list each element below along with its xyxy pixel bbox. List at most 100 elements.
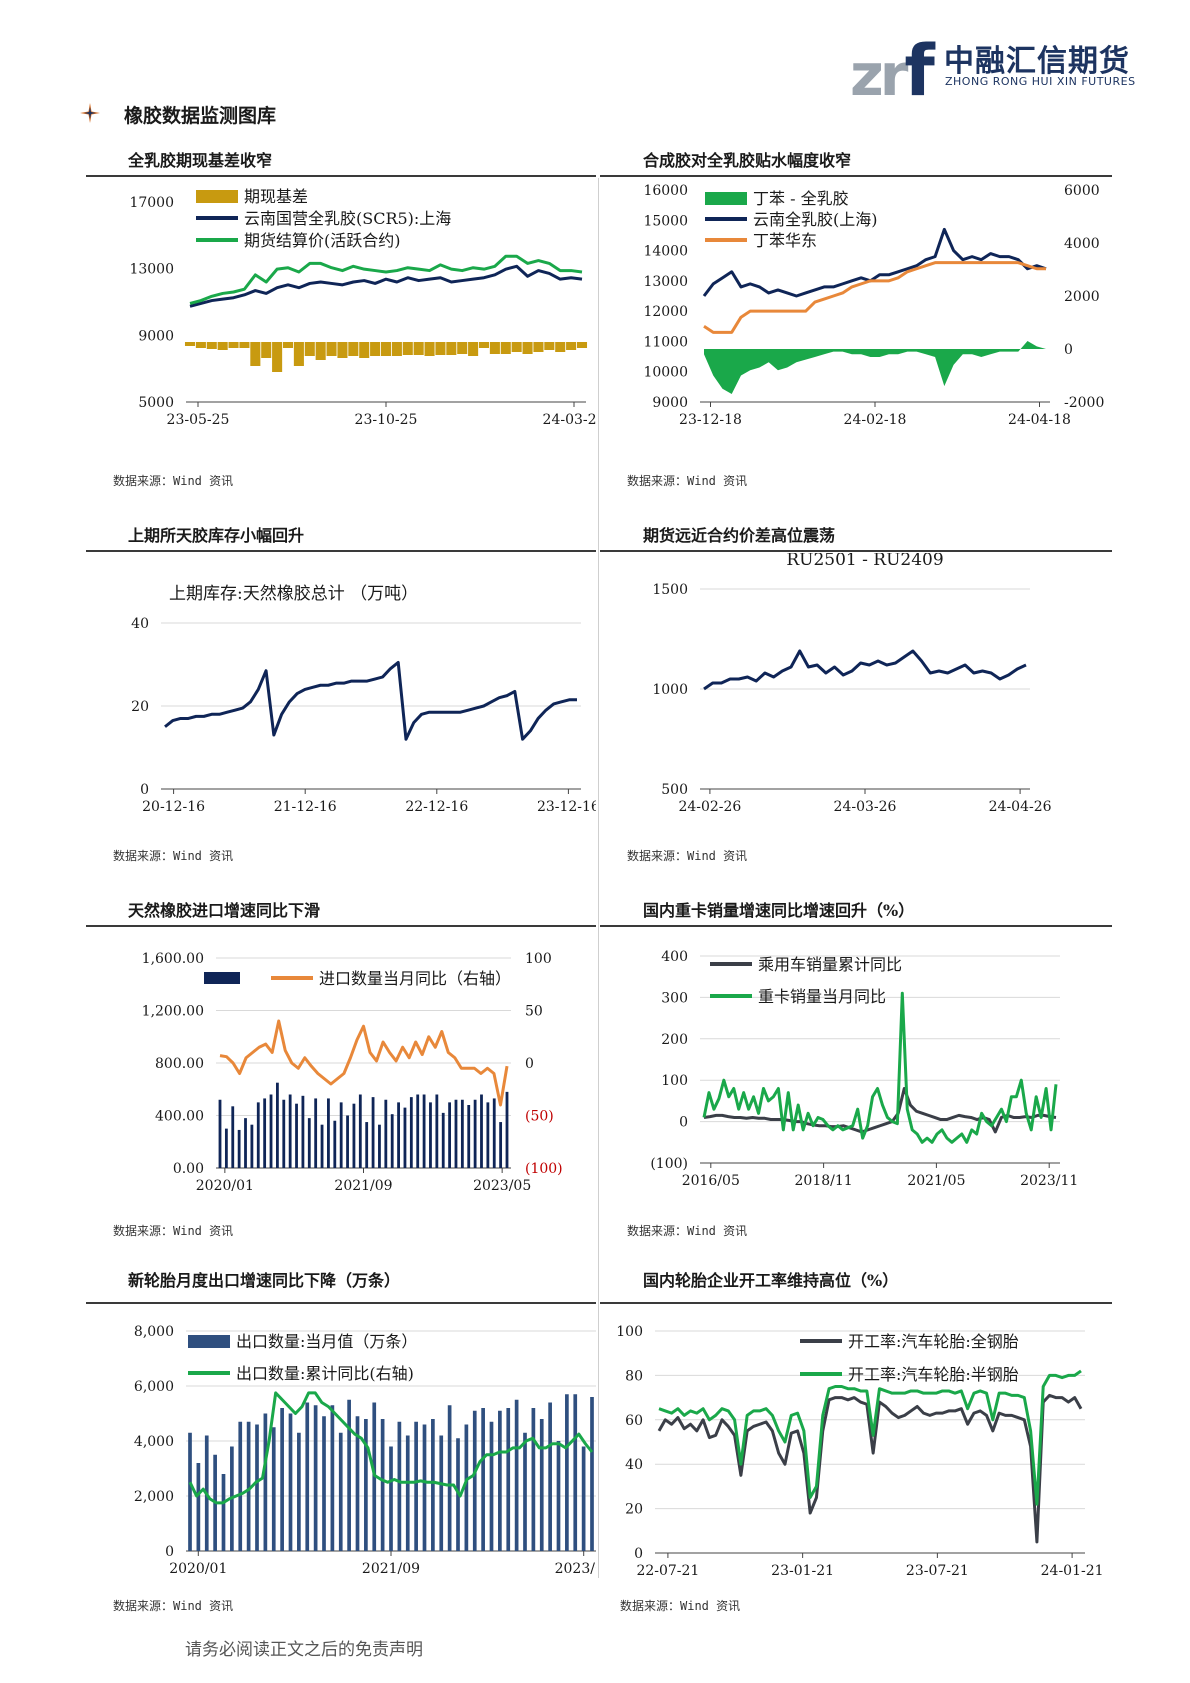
area-series bbox=[704, 341, 1046, 395]
bar bbox=[522, 342, 533, 354]
y-tick-label: 800.00 bbox=[155, 1056, 204, 1072]
bar bbox=[196, 1463, 201, 1551]
bar bbox=[439, 1435, 444, 1551]
y-tick-label: 1,600.00 bbox=[142, 951, 204, 967]
logo-mark: zrf bbox=[850, 30, 935, 112]
x-tick-label: 2021/09 bbox=[362, 1561, 420, 1575]
bar bbox=[315, 342, 326, 360]
chart-title: 国内重卡销量增速同比增速回升（%） bbox=[643, 901, 915, 920]
bar bbox=[288, 1413, 293, 1551]
legend-label: 期货结算价(活跃合约) bbox=[244, 231, 401, 250]
y-tick-label: 13000 bbox=[129, 262, 174, 278]
legend-label: 云南全乳胶(上海) bbox=[753, 210, 878, 229]
bar bbox=[359, 342, 370, 358]
bar bbox=[448, 1102, 452, 1168]
y-tick-label: 14000 bbox=[643, 244, 688, 260]
bar bbox=[320, 1124, 324, 1168]
chart-svg: 16000 15000 14000 13000 12000 11000 10000 9000 6… bbox=[643, 183, 1104, 428]
y2-tick-label: (100) bbox=[525, 1161, 563, 1177]
line-series bbox=[702, 227, 1047, 298]
y-tick-label: 8,000 bbox=[134, 1324, 174, 1340]
y-tick-label: 400.00 bbox=[155, 1109, 204, 1125]
bar bbox=[272, 342, 283, 372]
bar bbox=[195, 342, 206, 348]
chart-svg: 100 80 60 40 20 022-07-21 23-01-21 23-07-21 24-0… bbox=[616, 1324, 1104, 1575]
y-tick-label: 60 bbox=[625, 1413, 643, 1429]
bar bbox=[500, 342, 511, 354]
bar bbox=[282, 342, 294, 348]
bar bbox=[352, 1103, 356, 1168]
legend-label: 开工率:汽车轮胎:全钢胎 bbox=[848, 1332, 1019, 1351]
legend-label: 进口数量当月同比（右轴） bbox=[319, 969, 511, 988]
chart-title-rule bbox=[86, 175, 596, 177]
chart-title-rule bbox=[86, 550, 596, 552]
bar bbox=[464, 1424, 469, 1551]
x-tick-label: 2023/11 bbox=[1020, 1173, 1078, 1189]
bar bbox=[256, 1102, 260, 1168]
bar bbox=[431, 1419, 435, 1551]
y2-tick-label: 0 bbox=[525, 1056, 534, 1072]
bar bbox=[397, 1421, 402, 1551]
y2-tick-label: 4000 bbox=[1064, 236, 1100, 252]
bar bbox=[339, 1102, 343, 1168]
legend-label: 丁苯华东 bbox=[753, 231, 817, 250]
page-title: 橡胶数据监测图库 bbox=[124, 105, 277, 127]
bar bbox=[304, 342, 315, 356]
bar bbox=[544, 342, 555, 350]
x-tick-label: 2020/01 bbox=[169, 1561, 227, 1575]
line-series bbox=[189, 264, 583, 308]
bar bbox=[576, 342, 588, 348]
x-tick-label: 22-07-21 bbox=[636, 1563, 699, 1575]
y-tick-label: 0 bbox=[140, 782, 149, 798]
bar bbox=[492, 1098, 496, 1168]
chart-title-rule bbox=[600, 925, 1112, 927]
data-source-note: 数据来源：Wind 资讯 bbox=[113, 849, 234, 863]
bar bbox=[486, 1102, 490, 1168]
y-tick-label: 400 bbox=[661, 949, 688, 965]
chart-svg: 400 300 200 100 0 (100)2016/05 2018/11 2021/05 2… bbox=[650, 949, 1078, 1189]
y-tick-label: 17000 bbox=[129, 195, 174, 211]
chart-title-rule bbox=[600, 175, 1112, 177]
legend-label: 出口数量:当月值（万条） bbox=[236, 1332, 417, 1351]
bar bbox=[244, 1118, 247, 1168]
y-tick-label: 10000 bbox=[643, 365, 688, 381]
bar bbox=[523, 1432, 527, 1551]
y-tick-label: 500 bbox=[661, 782, 688, 798]
title-bullet-icon bbox=[80, 103, 100, 123]
data-source-note: 数据来源：Wind 资讯 bbox=[627, 1224, 748, 1238]
bar bbox=[184, 342, 196, 346]
y-tick-label: 12000 bbox=[643, 304, 688, 320]
bar bbox=[435, 1094, 439, 1168]
data-source-note: 数据来源：Wind 资讯 bbox=[113, 474, 234, 488]
y-tick-label: 0 bbox=[165, 1544, 174, 1560]
x-tick-label: 24-04-18 bbox=[1008, 412, 1071, 428]
company-logo: zrf 中融汇信期货 ZHONG RONG HUI XIN FUTURES bbox=[850, 22, 1170, 112]
x-tick-label: 24-04-26 bbox=[989, 799, 1052, 815]
line-series bbox=[164, 660, 577, 741]
chart-svg: 8,0006,0004,0002,00001006020(20)(60)2020… bbox=[134, 1324, 596, 1575]
x-tick-label: 2023/05 bbox=[555, 1561, 596, 1575]
logo-company-name: 中融汇信期货 bbox=[944, 44, 1130, 79]
bar bbox=[397, 1102, 400, 1168]
bar bbox=[365, 1122, 369, 1168]
x-tick-label: 24-02-26 bbox=[678, 799, 741, 815]
bar bbox=[347, 1399, 351, 1551]
bar bbox=[355, 1416, 360, 1551]
bar bbox=[539, 1419, 544, 1551]
x-tick-label: 24-01-21 bbox=[1041, 1563, 1104, 1575]
y-tick-label: 5000 bbox=[138, 395, 174, 411]
y-tick-label: 16000 bbox=[643, 183, 688, 199]
bar bbox=[327, 1098, 330, 1168]
bar bbox=[390, 1114, 394, 1168]
logo-mark-letters: zr bbox=[850, 41, 908, 109]
bar bbox=[457, 342, 468, 354]
chart-inner-title: 上期库存:天然橡胶总计 （万吨） bbox=[169, 584, 418, 604]
bar bbox=[565, 1394, 569, 1551]
bar bbox=[218, 1099, 222, 1168]
line-series bbox=[702, 991, 1058, 1144]
bar bbox=[370, 342, 381, 356]
data-source-note: 数据来源：Wind 资讯 bbox=[627, 474, 748, 488]
x-tick-label: 24-03-26 bbox=[834, 799, 897, 815]
y-tick-label: 13000 bbox=[643, 274, 688, 290]
